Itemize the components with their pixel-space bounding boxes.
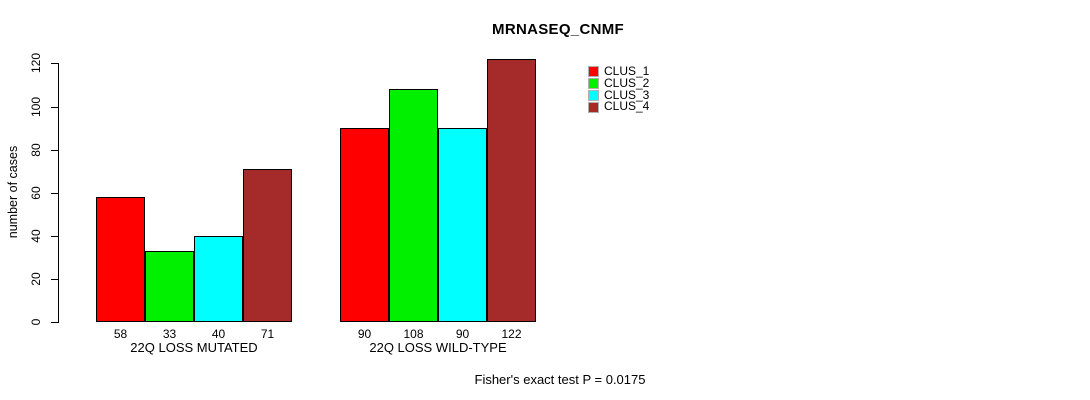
- bar-value-label: 58: [113, 327, 128, 341]
- bar-value-label: 33: [162, 327, 177, 341]
- y-axis-label: number of cases: [6, 145, 20, 239]
- bar-clus_1-group2: [340, 128, 389, 322]
- y-tick-label: 80: [29, 143, 43, 157]
- y-tick-label: 60: [29, 186, 43, 200]
- bar-clus_3-group2: [438, 128, 487, 322]
- bar-value-label: 122: [501, 327, 522, 341]
- bar-clus_2-group2: [389, 89, 438, 322]
- bar-clus_3-group1: [194, 236, 243, 322]
- y-tick-mark: [51, 107, 58, 108]
- legend-swatch-icon: [588, 78, 599, 90]
- y-tick-mark: [51, 279, 58, 280]
- bar-value-label: 71: [260, 327, 275, 341]
- y-axis-line: [58, 63, 59, 323]
- legend: CLUS_1 CLUS_2 CLUS_3 CLUS_4: [588, 64, 650, 114]
- y-tick-mark: [51, 63, 58, 64]
- bar-value-label: 90: [455, 327, 470, 341]
- y-tick-label: 20: [29, 272, 43, 286]
- y-tick-mark: [51, 236, 58, 237]
- bar-clus_4-group2: [487, 59, 536, 322]
- bar-clus_4-group1: [243, 169, 292, 322]
- bar-value-label: 40: [211, 327, 226, 341]
- y-tick-label: 120: [29, 52, 43, 74]
- fisher-test-annotation: Fisher's exact test P = 0.0175: [474, 372, 646, 387]
- legend-row-clus_4: CLUS_4: [588, 99, 650, 114]
- y-tick-label: 40: [29, 229, 43, 243]
- legend-label: CLUS_3: [604, 87, 650, 102]
- legend-swatch-icon: [588, 89, 599, 101]
- legend-row-clus_3: CLUS_3: [588, 87, 650, 102]
- y-tick-mark: [51, 193, 58, 194]
- legend-row-clus_2: CLUS_2: [588, 75, 650, 90]
- bar-value-label: 108: [403, 327, 424, 341]
- legend-swatch-icon: [588, 66, 599, 78]
- legend-label: CLUS_1: [604, 64, 650, 78]
- y-tick-label: 100: [29, 96, 43, 118]
- legend-swatch-icon: [588, 101, 599, 113]
- bar-value-label: 90: [357, 327, 372, 341]
- chart-title: MRNASEQ_CNMF: [492, 21, 624, 38]
- group-label-1: 22Q LOSS MUTATED: [130, 340, 258, 355]
- y-tick-mark: [51, 150, 58, 151]
- legend-label: CLUS_2: [604, 75, 650, 90]
- legend-label: CLUS_4: [604, 99, 650, 114]
- bar-clus_1-group1: [96, 197, 145, 322]
- group-label-2: 22Q LOSS WILD-TYPE: [369, 340, 507, 355]
- y-tick-mark: [51, 322, 58, 323]
- legend-row-clus_1: CLUS_1: [588, 64, 650, 78]
- y-tick-label: 0: [29, 318, 43, 326]
- bar-clus_2-group1: [145, 251, 194, 322]
